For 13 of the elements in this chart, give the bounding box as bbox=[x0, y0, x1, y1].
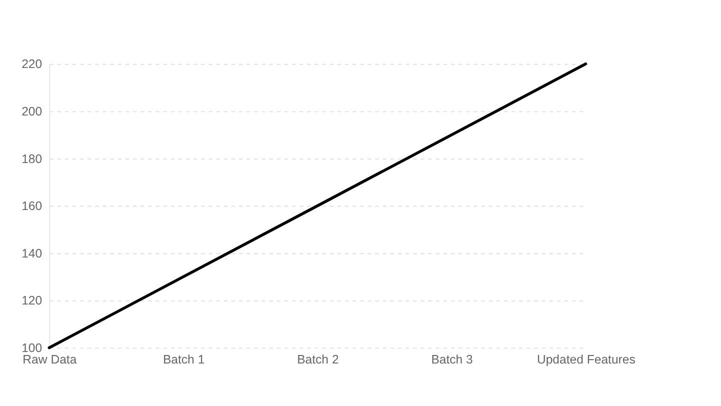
y-tick-label: 200 bbox=[22, 104, 42, 118]
y-tick-label: 120 bbox=[22, 294, 42, 308]
y-tick-label: 100 bbox=[22, 341, 42, 355]
y-tick-label: 160 bbox=[22, 199, 42, 214]
x-tick-label: Updated Features bbox=[536, 352, 636, 366]
y-tick-label: 180 bbox=[22, 152, 42, 166]
y-tick-label: 220 bbox=[22, 57, 42, 72]
x-tick-label: Batch 1 bbox=[162, 352, 205, 366]
x-tick-label: Batch 2 bbox=[297, 352, 339, 366]
line-series bbox=[48, 62, 588, 350]
y-tick-label: 140 bbox=[22, 246, 42, 260]
x-tick-label: Raw Data bbox=[22, 352, 77, 366]
x-tick-label: Batch 3 bbox=[431, 352, 474, 366]
